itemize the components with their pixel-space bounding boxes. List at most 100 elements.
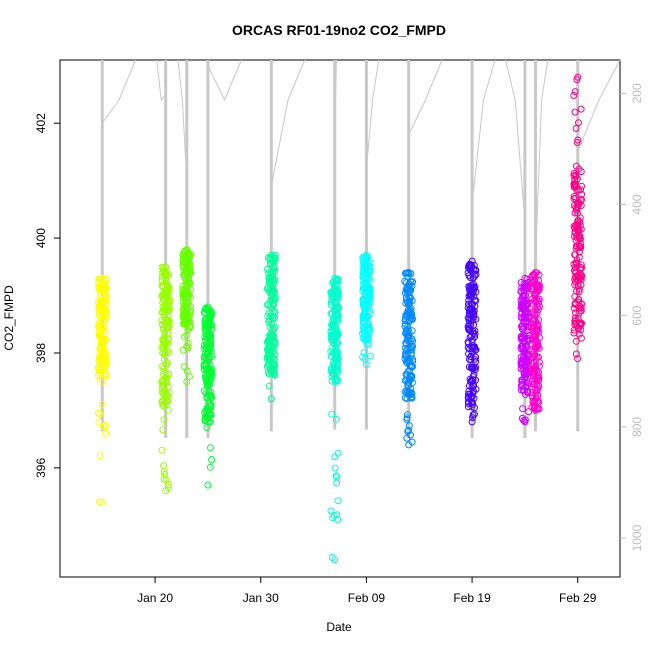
data-point [466, 265, 474, 273]
data-point [270, 307, 278, 315]
data-point [366, 310, 374, 318]
data-point [183, 246, 191, 254]
data-point [408, 327, 416, 335]
data-point [102, 357, 110, 365]
data-point [95, 275, 103, 283]
data-point [466, 274, 474, 282]
data-point [470, 410, 478, 418]
flight-track-line [334, 59, 337, 164]
data-point [205, 400, 213, 408]
data-point [96, 452, 104, 460]
data-point [466, 261, 474, 269]
data-point [522, 343, 530, 351]
data-point [359, 315, 367, 323]
data-point [533, 327, 541, 335]
data-point [465, 325, 472, 333]
data-point [575, 298, 583, 306]
data-point [203, 404, 211, 412]
data-point [204, 379, 212, 387]
data-point [200, 345, 208, 353]
data-point [94, 409, 102, 417]
data-point [401, 355, 409, 363]
data-point [201, 355, 209, 363]
data-point [328, 410, 336, 418]
data-point [364, 298, 372, 306]
data-point [183, 306, 191, 314]
data-point [95, 302, 103, 310]
data-point [572, 194, 579, 202]
data-point [401, 277, 409, 285]
data-point [202, 390, 210, 397]
data-point [265, 278, 273, 286]
data-point [328, 295, 336, 303]
data-point [532, 363, 540, 371]
data-point [407, 343, 415, 351]
data-point [362, 254, 370, 262]
data-point [182, 267, 190, 275]
x-axis-label: Date [326, 620, 352, 634]
data-point [164, 383, 172, 391]
data-point [327, 310, 335, 318]
data-point [158, 446, 166, 454]
data-point [163, 290, 171, 298]
data-point [519, 326, 527, 334]
data-point [204, 303, 212, 311]
data-point [533, 387, 541, 395]
data-point [362, 251, 370, 259]
x-axis: Jan 20 Jan 30 Feb 09 Feb 19 Feb 29 [137, 577, 597, 605]
data-point [101, 293, 109, 301]
data-point [159, 325, 167, 333]
data-point [466, 390, 474, 398]
data-point [204, 481, 212, 489]
data-point [360, 320, 368, 328]
data-point [469, 383, 477, 390]
data-point [465, 326, 473, 334]
data-point [183, 293, 191, 301]
data-point [521, 312, 529, 319]
data-point [163, 324, 171, 332]
data-point [164, 392, 172, 400]
data-point [95, 299, 102, 307]
data-point [576, 214, 584, 222]
data-point [203, 424, 211, 432]
data-point [405, 427, 413, 434]
data-point [577, 168, 585, 176]
data-point [472, 297, 480, 305]
data-point [208, 321, 216, 329]
data-point [100, 423, 108, 431]
data-point [465, 382, 473, 390]
data-point [327, 353, 335, 360]
data-point [264, 354, 272, 362]
data-point [517, 279, 525, 286]
data-point [531, 298, 539, 306]
data-point [578, 264, 586, 272]
data-point [266, 282, 274, 290]
data-point [533, 296, 541, 304]
data-point [531, 397, 539, 405]
x-tick-label: Jan 20 [137, 591, 173, 605]
data-point [164, 312, 172, 320]
data-point [574, 73, 582, 81]
data-point [95, 355, 103, 363]
data-point [403, 434, 411, 442]
flight-track-line [101, 59, 137, 124]
data-point [159, 295, 167, 303]
data-point [334, 353, 342, 361]
data-point [269, 360, 277, 367]
data-point [528, 340, 536, 348]
data-point [99, 303, 107, 311]
data-point [572, 287, 580, 295]
data-point [570, 169, 578, 177]
data-point [574, 355, 582, 363]
y2-tick-label: 400 [630, 194, 644, 214]
data-point [405, 269, 413, 276]
data-point [206, 418, 214, 426]
data-point [158, 362, 166, 370]
data-point [403, 371, 411, 378]
flight-track-line [156, 59, 167, 102]
data-point [362, 361, 370, 368]
data-point [520, 417, 528, 424]
data-point [334, 291, 342, 299]
data-point [522, 371, 530, 378]
data-point [403, 387, 411, 394]
